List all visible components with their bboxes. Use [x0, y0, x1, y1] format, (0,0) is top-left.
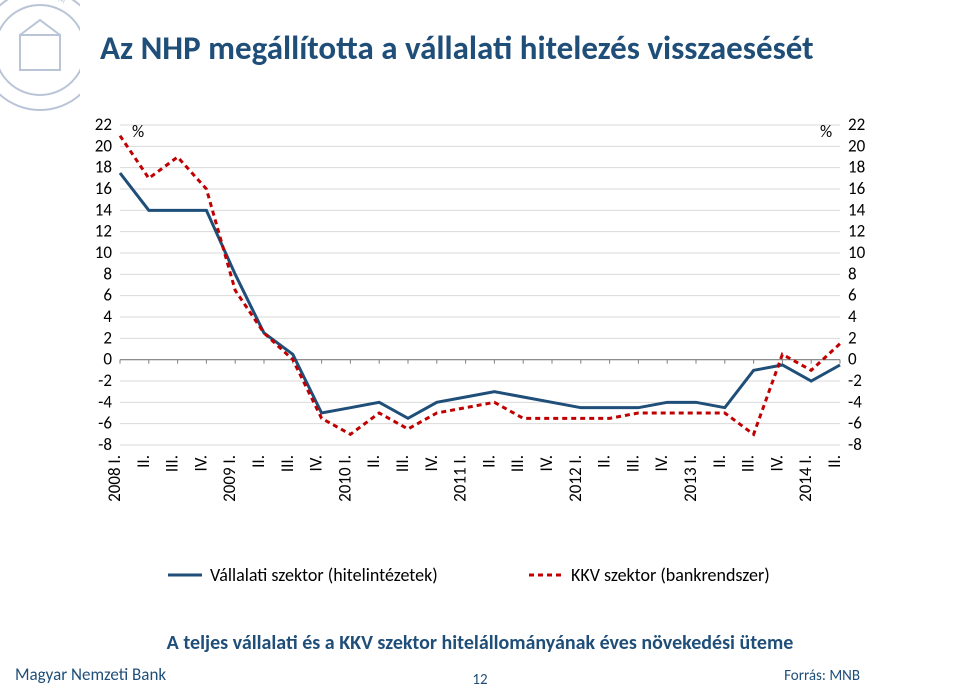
svg-text:-2: -2 — [98, 370, 112, 391]
chart-subtitle: A teljes vállalati és a KKV szektor hite… — [0, 631, 960, 655]
svg-text:2010 I.: 2010 I. — [334, 455, 355, 502]
svg-text:12: 12 — [848, 221, 865, 242]
svg-text:M: M — [57, 0, 67, 6]
svg-text:14: 14 — [95, 199, 113, 220]
svg-text:-6: -6 — [98, 413, 112, 434]
footer-org: Magyar Nemzeti Bank — [15, 664, 166, 685]
svg-text:IV.: IV. — [766, 455, 787, 472]
svg-text:2011 I.: 2011 I. — [450, 455, 471, 502]
svg-text:10: 10 — [848, 242, 866, 263]
svg-text:II.: II. — [478, 455, 499, 468]
svg-text:0: 0 — [848, 349, 857, 370]
svg-text:IV.: IV. — [190, 455, 211, 472]
footer-source: Forrás: MNB — [784, 667, 860, 685]
svg-text:6: 6 — [103, 285, 112, 306]
svg-text:22: 22 — [95, 115, 112, 135]
svg-text:KKV szektor (bankrendszer): KKV szektor (bankrendszer) — [571, 564, 770, 586]
svg-text:0: 0 — [103, 349, 112, 370]
svg-text:16: 16 — [848, 178, 866, 199]
svg-text:12: 12 — [95, 221, 112, 242]
svg-text:2012 I.: 2012 I. — [565, 455, 586, 502]
svg-text:Vállalati szektor (hitelintéze: Vállalati szektor (hitelintézetek) — [210, 564, 438, 586]
page-number: 12 — [472, 671, 487, 689]
svg-text:18: 18 — [95, 157, 112, 178]
svg-text:III.: III. — [277, 455, 298, 472]
svg-text:6: 6 — [848, 285, 857, 306]
svg-text:II.: II. — [363, 455, 384, 468]
svg-text:2014 I.: 2014 I. — [795, 455, 816, 502]
svg-text:II.: II. — [248, 455, 269, 468]
svg-text:-6: -6 — [848, 413, 862, 434]
svg-text:III.: III. — [392, 455, 413, 472]
svg-text:2009 I.: 2009 I. — [219, 455, 240, 502]
svg-text:10: 10 — [95, 242, 113, 263]
svg-text:8: 8 — [848, 263, 857, 284]
svg-text:III.: III. — [162, 455, 183, 472]
svg-text:20: 20 — [848, 135, 866, 156]
svg-text:%: % — [132, 121, 144, 142]
svg-text:III.: III. — [738, 455, 759, 472]
svg-text:II.: II. — [709, 455, 730, 468]
svg-text:20: 20 — [95, 135, 113, 156]
svg-text:14: 14 — [848, 199, 866, 220]
svg-text:-4: -4 — [848, 391, 862, 412]
svg-text:-2: -2 — [848, 370, 862, 391]
svg-text:18: 18 — [848, 157, 865, 178]
page-title: Az NHP megállította a vállalati hitelezé… — [100, 28, 814, 68]
svg-text:-8: -8 — [848, 434, 862, 455]
svg-text:%: % — [820, 121, 832, 142]
svg-text:4: 4 — [848, 306, 857, 327]
svg-text:III.: III. — [622, 455, 643, 472]
svg-text:IV.: IV. — [651, 455, 672, 472]
line-chart: -8-8-6-6-4-4-2-2002244668810101212141416… — [70, 115, 890, 595]
svg-text:II.: II. — [824, 455, 845, 468]
svg-text:22: 22 — [848, 115, 865, 135]
svg-text:4: 4 — [103, 306, 112, 327]
svg-text:-8: -8 — [98, 434, 112, 455]
svg-text:2: 2 — [848, 327, 857, 348]
svg-text:2013 I.: 2013 I. — [680, 455, 701, 502]
svg-text:II.: II. — [594, 455, 615, 468]
svg-text:IV.: IV. — [421, 455, 442, 472]
svg-text:III.: III. — [507, 455, 528, 472]
svg-text:IV.: IV. — [536, 455, 557, 472]
svg-text:2008 I.: 2008 I. — [104, 455, 125, 502]
mnb-logo: M — [0, 0, 80, 130]
svg-text:-4: -4 — [98, 391, 112, 412]
svg-text:IV.: IV. — [306, 455, 327, 472]
svg-text:8: 8 — [103, 263, 112, 284]
svg-text:2: 2 — [103, 327, 112, 348]
svg-text:II.: II. — [133, 455, 154, 468]
svg-text:16: 16 — [95, 178, 113, 199]
